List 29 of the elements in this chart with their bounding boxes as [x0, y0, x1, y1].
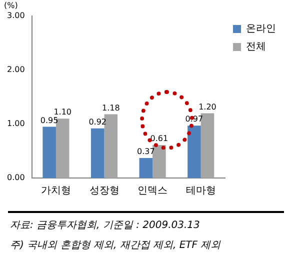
bar [42, 126, 56, 178]
bar [188, 126, 201, 178]
legend-label: 온라인 [246, 24, 276, 35]
text: 주) 국내외 혼합형 제외, 재간접 제외, ETF 제외 [10, 239, 221, 252]
data-label: 0.61 [150, 134, 168, 144]
data-label: 1.10 [54, 108, 72, 117]
data-label: 0.92 [88, 117, 107, 126]
bar [90, 128, 104, 178]
bar [152, 145, 166, 178]
x-tick-label: 성장형 [89, 186, 120, 197]
bar [200, 113, 214, 178]
data-label: 0.37 [137, 147, 155, 156]
y-tick-label: 1.00 [7, 119, 25, 128]
data-label: 0.95 [40, 116, 58, 125]
legend-label: 전체 [246, 42, 266, 53]
text: 자료: 금융투자협회, 기준일 : 2009.03.13 [10, 219, 200, 232]
bar [139, 158, 153, 178]
data-label: 1.18 [102, 103, 120, 112]
data-label: 0.97 [185, 114, 204, 124]
x-tick-label: 인덱스 [138, 186, 168, 197]
y-tick-label: 0.00 [7, 173, 25, 182]
y-tick-label: 2.00 [7, 65, 25, 74]
bar [56, 118, 70, 178]
x-tick-label: 가치형 [40, 186, 71, 197]
y-axis-title: (%) [4, 1, 18, 10]
y-tick-label: 3.00 [7, 11, 25, 20]
data-label: 1.20 [198, 102, 216, 112]
x-tick-label: 테마형 [186, 186, 216, 197]
bar [104, 114, 118, 178]
